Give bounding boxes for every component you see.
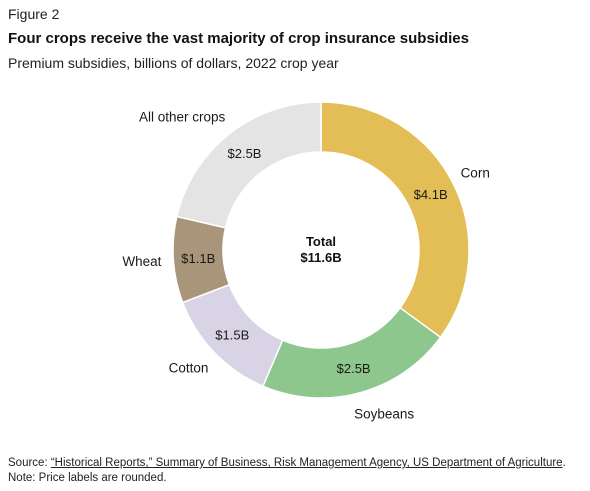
source-line: Source: “Historical Reports,” Summary of… [8,456,566,471]
value-labels: $4.1B $2.5B $1.5B $1.1B $2.5B [181,146,447,376]
slice-soybeans [262,306,442,399]
note-line: Note: Price labels are rounded. [8,472,167,484]
category-label-all-other-crops: All other crops [139,109,226,124]
center-total-label: Total [306,234,336,249]
source-link[interactable]: “Historical Reports,” Summary of Busines… [50,457,563,469]
value-label-corn: $4.1B [414,187,448,202]
slice-corn [320,101,470,339]
center-total-value: $11.6B [300,250,341,265]
slice-all-other-crops [175,101,322,229]
value-label-all-other-crops: $2.5B [228,146,262,161]
donut-slices [172,101,470,399]
chart-subtitle: Premium subsidies, billions of dollars, … [8,55,339,71]
chart-footer: Source: “Historical Reports,” Summary of… [8,456,566,486]
category-labels: Corn Soybeans Cotton Wheat All other crops [122,109,489,421]
value-label-cotton: $1.5B [215,328,249,343]
category-label-soybeans: Soybeans [354,406,414,421]
source-prefix: Source: [8,457,51,469]
source-suffix: . [562,457,566,469]
value-label-soybeans: $2.5B [337,361,371,376]
value-label-wheat: $1.1B [181,251,215,266]
category-label-wheat: Wheat [122,254,161,269]
chart-title: Four crops receive the vast majority of … [8,30,469,47]
figure-label: Figure 2 [8,6,60,22]
donut-chart: $4.1B$2.5B$1.5B$1.1B$2.5B CornSoybeansCo… [122,101,490,421]
category-label-corn: Corn [461,166,490,181]
category-label-cotton: Cotton [169,360,209,375]
